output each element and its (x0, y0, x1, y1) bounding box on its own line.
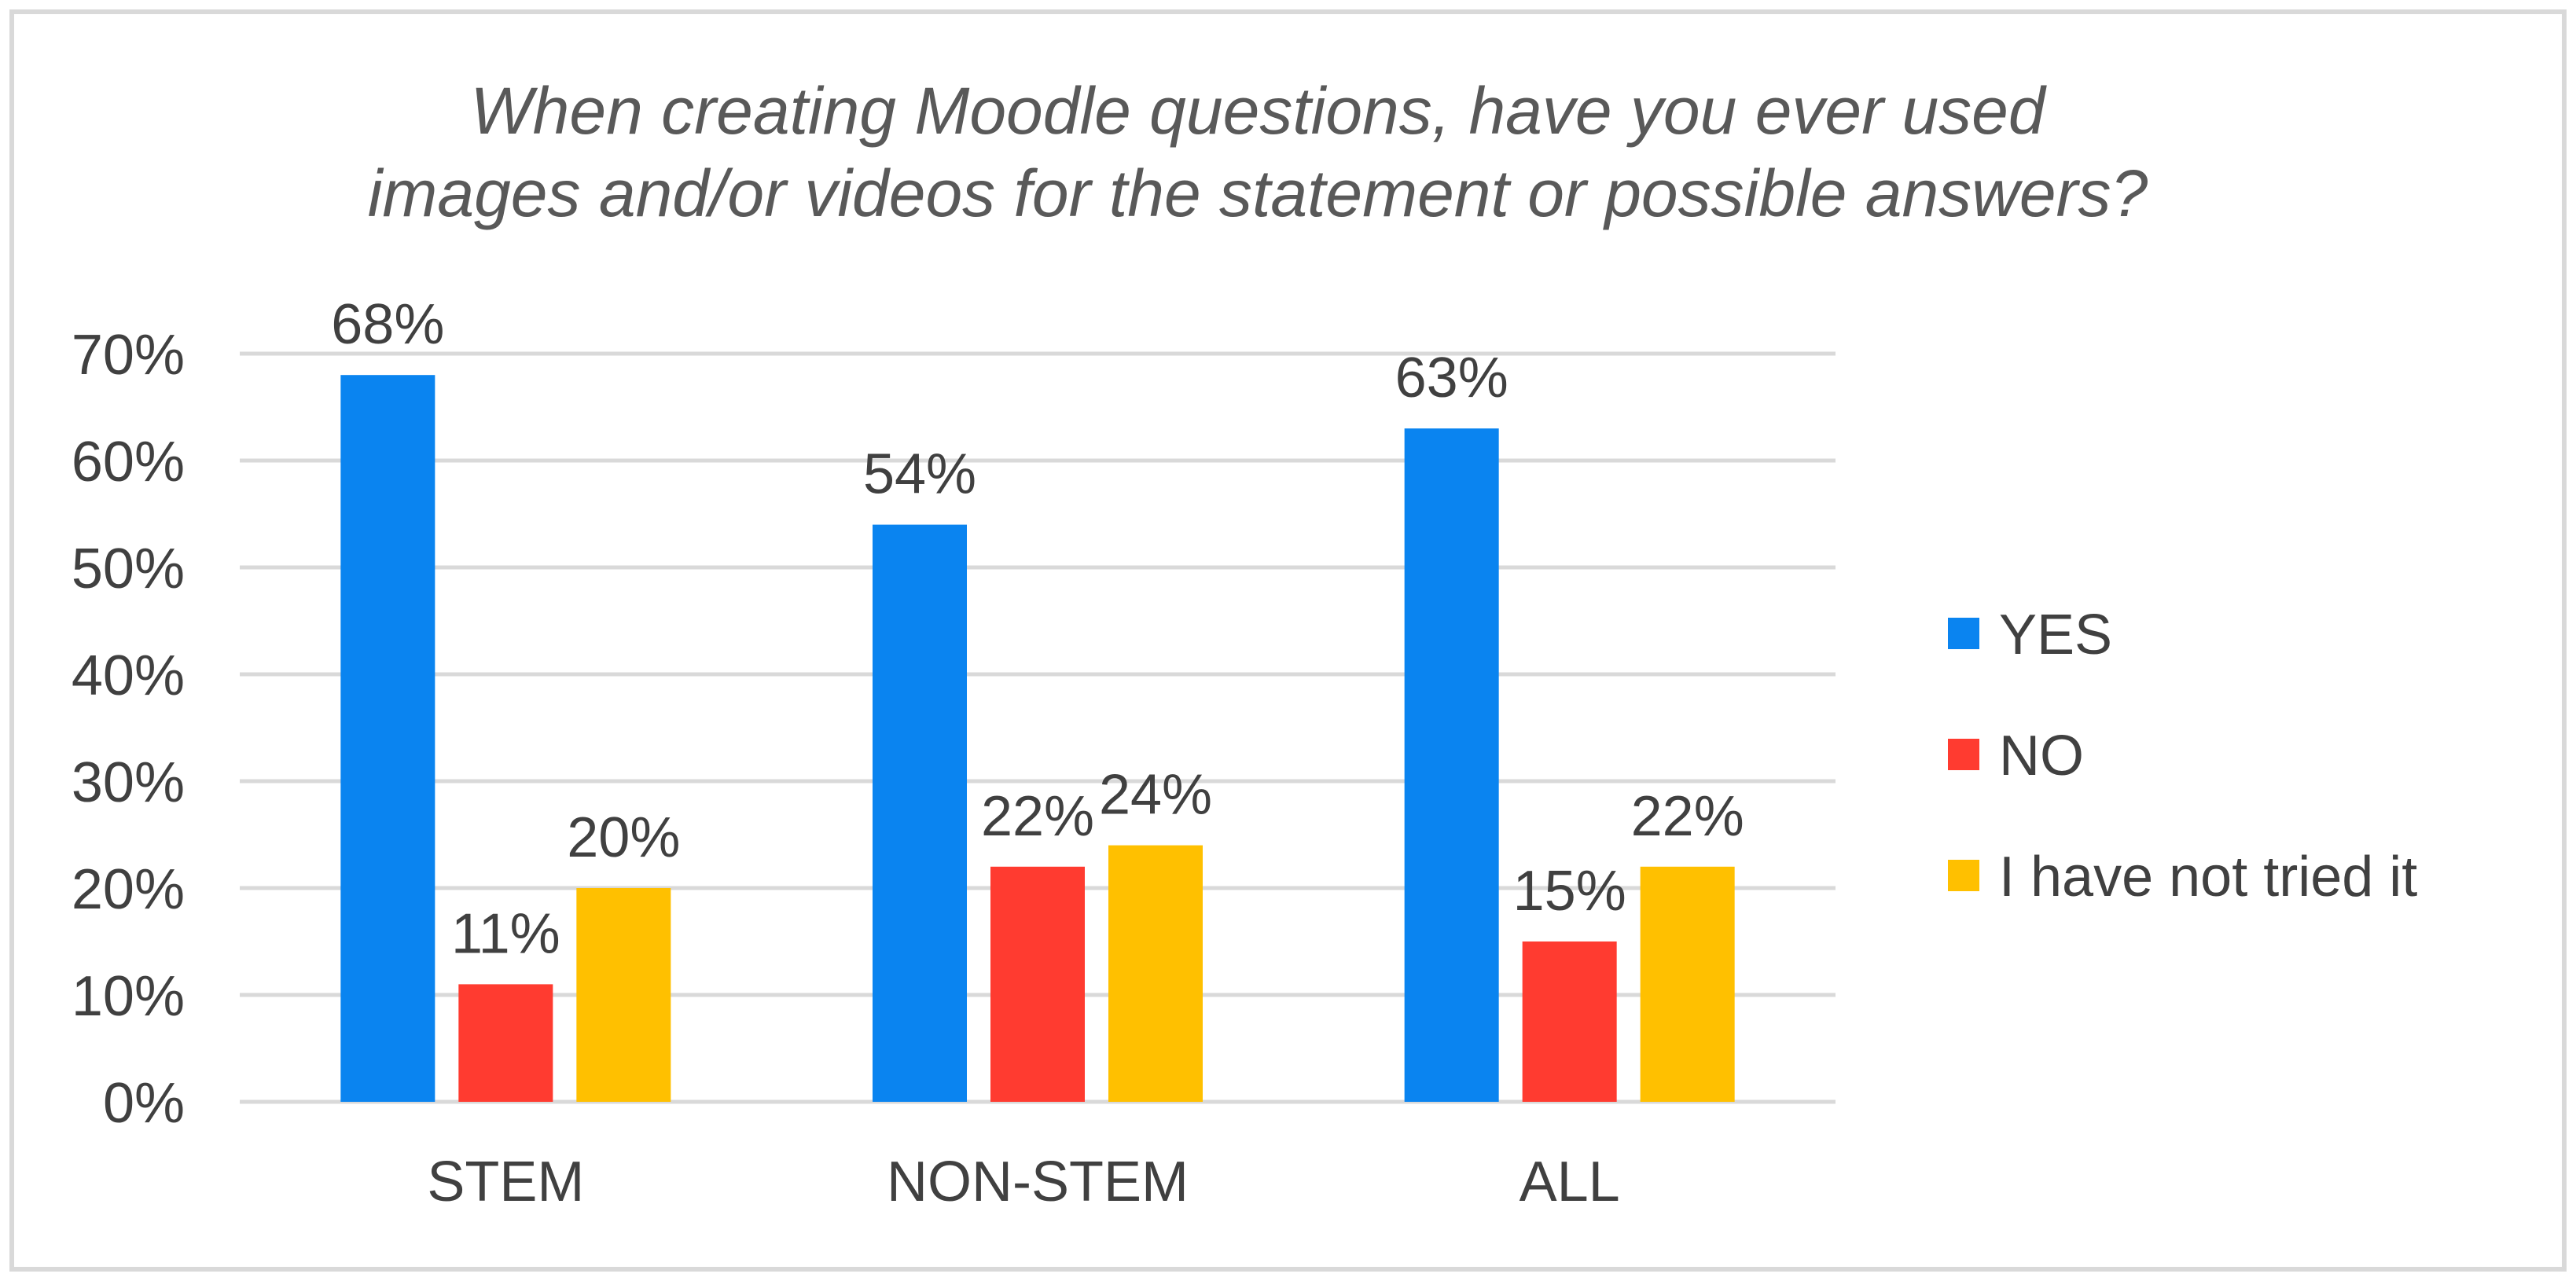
bar-yes-non-stem (873, 524, 967, 1102)
chart-title-line-1: When creating Moodle questions, have you… (470, 74, 2046, 148)
x-category-label: STEM (427, 1151, 584, 1213)
legend-label: YES (1999, 604, 2112, 666)
chart-title-line-2: images and/or videos for the statement o… (368, 156, 2148, 230)
y-tick-label: 0% (103, 1072, 185, 1135)
bar-i-have-not-tried-it-non-stem (1108, 845, 1203, 1102)
chart-frame (9, 9, 2567, 1272)
y-tick-label: 30% (72, 751, 185, 814)
legend-item: I have not tried it (1948, 846, 2417, 908)
x-category-label: ALL (1520, 1151, 1620, 1213)
chart-title: When creating Moodle questions, have you… (368, 74, 2148, 230)
x-axis-category-labels: STEM NON-STEM ALL (427, 1151, 1619, 1213)
data-label: 20% (567, 806, 680, 869)
bar-yes-all (1404, 428, 1499, 1102)
data-label: 63% (1395, 347, 1508, 409)
legend-label: NO (1999, 725, 2084, 787)
bar-no-non-stem (990, 866, 1085, 1102)
y-tick-label: 70% (72, 324, 185, 387)
legend-swatch (1948, 860, 1979, 891)
bar-i-have-not-tried-it-all (1640, 866, 1735, 1102)
data-label: 68% (331, 293, 444, 356)
bars (340, 375, 1735, 1102)
bar-no-all (1522, 941, 1617, 1102)
y-tick-label: 10% (72, 965, 185, 1028)
legend-item: NO (1948, 725, 2084, 787)
legend-label: I have not tried it (1999, 846, 2417, 908)
data-label: 22% (1631, 785, 1744, 848)
data-label: 24% (1099, 764, 1212, 827)
data-label: 11% (451, 902, 560, 965)
x-category-label: NON-STEM (887, 1151, 1189, 1213)
y-tick-label: 50% (72, 538, 185, 600)
y-tick-label: 40% (72, 644, 185, 707)
y-axis-tick-labels: 0% 10% 20% 30% 40% 50% 60% 70% (72, 324, 185, 1135)
bar-i-have-not-tried-it-stem (576, 888, 671, 1102)
legend-item: YES (1948, 604, 2112, 666)
legend-swatch (1948, 618, 1979, 649)
data-label: 15% (1513, 860, 1626, 923)
data-label: 54% (863, 443, 976, 506)
data-label: 22% (981, 785, 1094, 848)
y-tick-label: 60% (72, 431, 185, 494)
y-tick-label: 20% (72, 858, 185, 921)
legend-swatch (1948, 739, 1979, 770)
data-labels: 68%11%20%54%22% 24%63%15%22% (331, 293, 1744, 965)
bar-yes-stem (340, 375, 435, 1102)
bar-no-stem (458, 984, 553, 1102)
legend: YES NO I have not tried it (1948, 604, 2417, 908)
